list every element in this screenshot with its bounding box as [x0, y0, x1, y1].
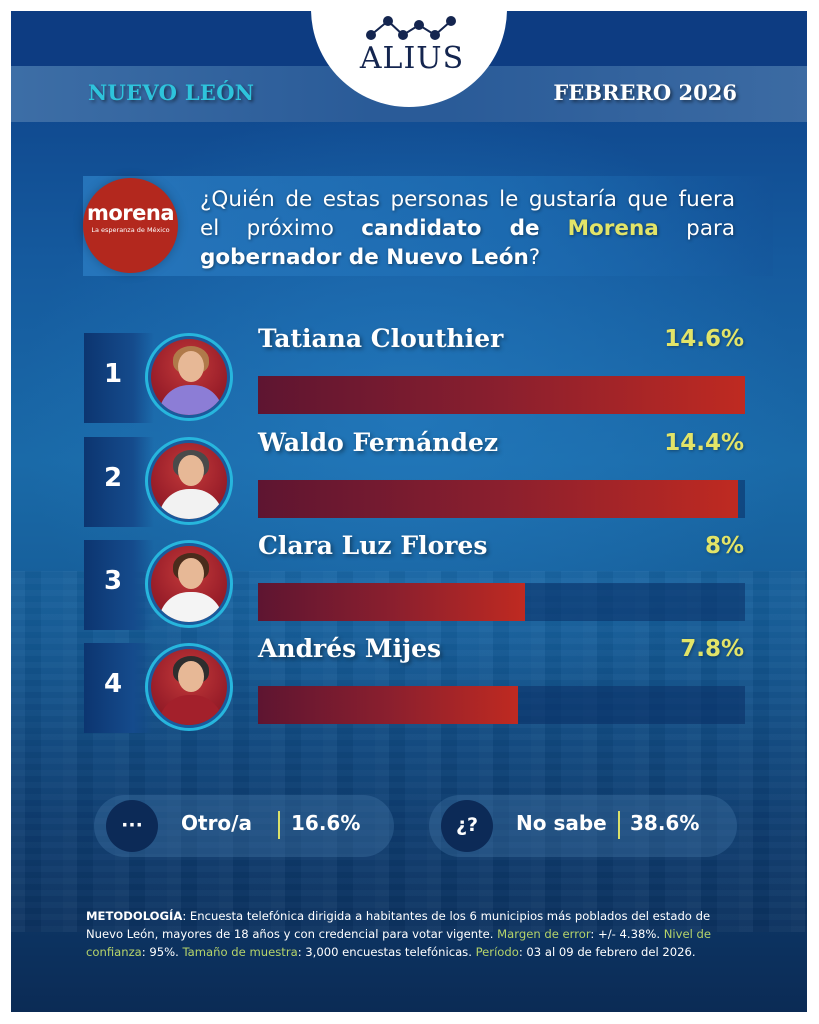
sample-value: : 3,000 encuestas telefónicas. [297, 945, 476, 959]
candidate-photo [145, 333, 233, 421]
period-value: : 03 al 09 de febrero del 2026. [518, 945, 696, 959]
bar-fill [258, 376, 745, 414]
rank-box: 4 [84, 643, 154, 733]
candidate-photo [145, 437, 233, 525]
bar-fill [258, 686, 519, 724]
separator [278, 811, 280, 839]
question-text: ¿Quién de estas personas le gustaría que… [200, 185, 735, 272]
bar-track [258, 686, 745, 724]
bar-track [258, 480, 745, 518]
candidate-percentage: 14.4% [664, 430, 744, 456]
question-icon: ¿? [441, 800, 493, 852]
candidate-row: 1 Tatiana Clouthier 14.6% [84, 324, 745, 423]
candidate-percentage: 7.8% [680, 636, 744, 662]
bar-track [258, 376, 745, 414]
ellipsis-icon: ··· [106, 800, 158, 852]
rank-box: 3 [84, 540, 154, 630]
candidate-row: 2 Waldo Fernández 14.4% [84, 428, 745, 527]
question-bold: gobernador de Nuevo León [200, 245, 529, 270]
poll-infographic: NUEVO LEÓN FEBRERO 2026 ALIUS morena La … [11, 11, 807, 1012]
dont-know-pill: ¿? No sabe 38.6% [429, 795, 737, 857]
candidate-photo [145, 643, 233, 731]
methodology-label: METODOLOGÍA [86, 909, 183, 923]
candidate-percentage: 8% [704, 533, 744, 559]
question-part: para [658, 216, 736, 241]
candidate-photo [145, 540, 233, 628]
line-chart-dots-icon [366, 16, 456, 40]
dont-know-value: 38.6% [630, 811, 700, 835]
rank-number: 1 [104, 359, 123, 389]
candidate-name: Clara Luz Flores [258, 531, 488, 560]
question-part: ¿Quién de estas personas le gustaría que… [200, 187, 735, 241]
morena-logo: morena La esperanza de México [83, 178, 178, 273]
margin-value: : +/- 4.38%. [590, 927, 664, 941]
period-label: Período [475, 945, 519, 959]
separator [618, 811, 620, 839]
region-title: NUEVO LEÓN [88, 80, 255, 105]
rank-box: 1 [84, 333, 154, 423]
sample-label: Tamaño de muestra [182, 945, 298, 959]
candidate-name: Andrés Mijes [258, 634, 442, 663]
methodology-note: METODOLOGÍA: Encuesta telefónica dirigid… [86, 907, 746, 961]
date-title: FEBRERO 2026 [553, 80, 737, 105]
candidate-percentage: 14.6% [664, 326, 744, 352]
confidence-value: : 95%. [141, 945, 183, 959]
candidate-name: Waldo Fernández [258, 428, 499, 457]
question-part: ? [528, 245, 541, 270]
rank-number: 4 [104, 669, 123, 699]
rank-number: 2 [104, 463, 123, 493]
question-party-highlight: Morena [567, 216, 659, 241]
morena-logo-tagline: La esperanza de México [91, 226, 170, 234]
rank-number: 3 [104, 566, 123, 596]
margin-label: Margen de error [497, 927, 591, 941]
city-skyline-background [11, 571, 807, 932]
confidence-label: Nivel de confianza [86, 927, 712, 959]
other-response-label: Otro/a [181, 811, 252, 835]
methodology-text: : Encuesta telefónica dirigida a habitan… [86, 909, 711, 941]
question-bold: candidato de [361, 216, 568, 241]
dont-know-label: No sabe [516, 811, 607, 835]
bar-fill [258, 480, 739, 518]
alius-logo: ALIUS [347, 13, 477, 83]
rank-box: 2 [84, 437, 154, 527]
candidate-row: 3 Clara Luz Flores 8% [84, 531, 745, 630]
logo-text: ALIUS [359, 41, 465, 76]
other-response-pill: ··· Otro/a 16.6% [94, 795, 394, 857]
bar-track [258, 583, 745, 621]
candidate-row: 4 Andrés Mijes 7.8% [84, 634, 745, 733]
question-panel [83, 176, 773, 276]
other-response-value: 16.6% [291, 811, 361, 835]
candidate-name: Tatiana Clouthier [258, 324, 504, 353]
bar-fill [258, 583, 525, 621]
morena-logo-word: morena [86, 201, 175, 225]
